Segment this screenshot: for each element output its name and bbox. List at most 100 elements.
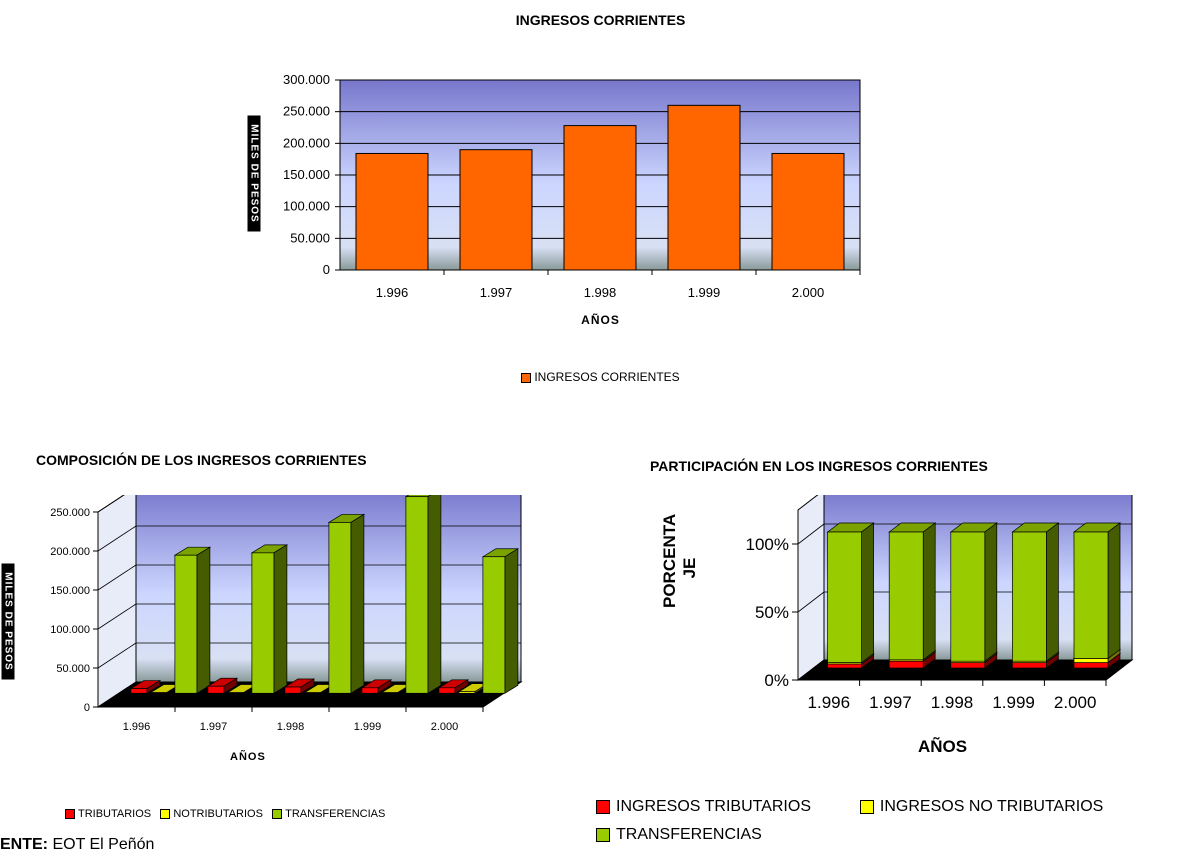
chart2-legend-label: TRIBUTARIOS xyxy=(78,808,152,820)
bar xyxy=(250,544,289,694)
chart1-legend: INGRESOS CORRIENTES xyxy=(0,370,1201,384)
y-tick-label: 0% xyxy=(764,671,789,690)
chart2-legend-label: TRANSFERENCIAS xyxy=(285,808,386,820)
bar-segment xyxy=(888,522,937,661)
x-tick-label: 2.000 xyxy=(431,721,459,733)
chart3-plot: 0% 50% 100% 1.996 1.997 1.998 1.999 2.000 xyxy=(746,495,1134,712)
bar-front xyxy=(284,686,302,694)
bar-front xyxy=(174,554,198,694)
bar-front xyxy=(227,692,245,694)
bar-front xyxy=(482,556,506,694)
bar-segment-front xyxy=(1073,531,1109,659)
chart2-xlabel: AÑOS xyxy=(230,751,266,763)
x-tick-label: 1.998 xyxy=(277,721,305,733)
y-tick-label: 200.000 xyxy=(283,135,330,150)
bar-side xyxy=(196,546,211,694)
x-tick-label: 1.997 xyxy=(200,721,228,733)
source-label: ENTE: xyxy=(0,836,48,853)
legend-swatch xyxy=(521,372,532,383)
bar xyxy=(437,679,470,694)
x-tick-label: 1.997 xyxy=(480,285,513,300)
gridline xyxy=(97,603,137,630)
bar xyxy=(459,149,533,271)
bar-front xyxy=(251,552,275,694)
bar-segment-front xyxy=(950,662,986,669)
bar xyxy=(667,104,741,271)
bar-segment-front xyxy=(950,531,986,662)
legend-swatch xyxy=(65,809,75,820)
bar-segment-side xyxy=(1107,522,1121,660)
chart3-title: PARTICIPACIÓN EN LOS INGRESOS CORRIENTES xyxy=(650,458,988,474)
bar-segment xyxy=(1072,522,1122,660)
y-tick-label: 50.000 xyxy=(290,230,330,245)
bar-segment xyxy=(1011,522,1060,662)
chart3-legend-label: TRANSFERENCIAS xyxy=(616,826,762,843)
bar-segment-front xyxy=(1073,658,1109,663)
bar-segment-front xyxy=(827,663,862,669)
bar-segment-front xyxy=(888,660,924,669)
gridline xyxy=(97,525,137,552)
bar-front xyxy=(304,692,322,694)
chart2-legend-label: NOTRIBUTARIOS xyxy=(173,808,263,820)
x-tick-label: 1.999 xyxy=(354,721,382,733)
chart2-title: COMPOSICIÓN DE LOS INGRESOS CORRIENTES xyxy=(36,452,367,468)
bar xyxy=(129,679,162,694)
bar-segment-side xyxy=(861,522,874,664)
bar-front xyxy=(207,685,225,694)
bar xyxy=(327,513,366,694)
x-tick-label: 1.999 xyxy=(992,693,1035,712)
bar-side xyxy=(504,548,519,694)
bar-front xyxy=(361,687,379,694)
bar-segment xyxy=(826,522,875,664)
chart1-xlabel: AÑOS xyxy=(581,313,620,327)
chart3-legend: INGRESOS TRIBUTARIOS INGRESOS NO TRIBUTA… xyxy=(596,798,1103,850)
bar-segment-front xyxy=(1012,662,1047,669)
chart1-plot: 0 50.000 100.000 150.000 200.000 250.000 300.0… xyxy=(283,72,861,300)
y-tick-label: 150.000 xyxy=(50,585,90,597)
bar xyxy=(481,548,520,694)
chart2-plot: 0 50.000 100.000 150.000 200.000 250.000 1.996… xyxy=(50,495,523,733)
source-text: EOT El Peñón xyxy=(48,836,155,853)
source-note: ENTE: EOT El Peñón xyxy=(0,836,154,854)
x-tick-label: 1.999 xyxy=(688,285,721,300)
gridline xyxy=(797,523,825,545)
y-tick-label: 250.000 xyxy=(50,507,90,519)
x-tick-label: 1.997 xyxy=(869,693,912,712)
x-tick-label: 2.000 xyxy=(792,285,825,300)
bar-segment-front xyxy=(827,531,862,663)
chart2-legend: TRIBUTARIOS NOTRIBUTARIOS TRANSFERENCIAS xyxy=(65,808,385,820)
side-wall xyxy=(97,495,137,708)
gridline xyxy=(797,591,825,613)
y-tick-label: 100% xyxy=(746,535,789,554)
bar xyxy=(360,679,393,694)
bar-side xyxy=(350,513,365,694)
y-tick-label: 100.000 xyxy=(283,199,330,214)
bar xyxy=(283,678,316,694)
bar-front xyxy=(438,687,456,694)
bar xyxy=(404,495,442,694)
y-tick-label: 0 xyxy=(323,262,330,277)
y-tick-label: 250.000 xyxy=(283,104,330,119)
bar xyxy=(206,677,239,694)
x-tick-label: 1.996 xyxy=(808,693,851,712)
y-tick-label: 300.000 xyxy=(283,72,330,87)
legend-swatch xyxy=(596,799,610,814)
y-tick-label: 50.000 xyxy=(56,663,90,675)
x-tick-label: 1.998 xyxy=(584,285,617,300)
legend-swatch xyxy=(160,809,171,820)
gridline xyxy=(97,642,137,669)
x-tick-label: 1.996 xyxy=(376,285,409,300)
bar xyxy=(563,125,637,271)
legend-swatch xyxy=(272,809,283,820)
x-tick-label: 1.996 xyxy=(123,721,151,733)
chart3-legend-label: INGRESOS NO TRIBUTARIOS xyxy=(879,798,1104,815)
y-tick-label: 200.000 xyxy=(50,546,90,558)
x-tick-label: 2.000 xyxy=(1054,693,1097,712)
bar-segment-front xyxy=(1012,531,1047,662)
bar-segment-side xyxy=(922,522,936,661)
side-wall xyxy=(797,495,825,682)
bar-side xyxy=(273,544,288,694)
gridline xyxy=(97,495,125,513)
gridline xyxy=(97,564,137,591)
bar-front xyxy=(405,496,429,694)
